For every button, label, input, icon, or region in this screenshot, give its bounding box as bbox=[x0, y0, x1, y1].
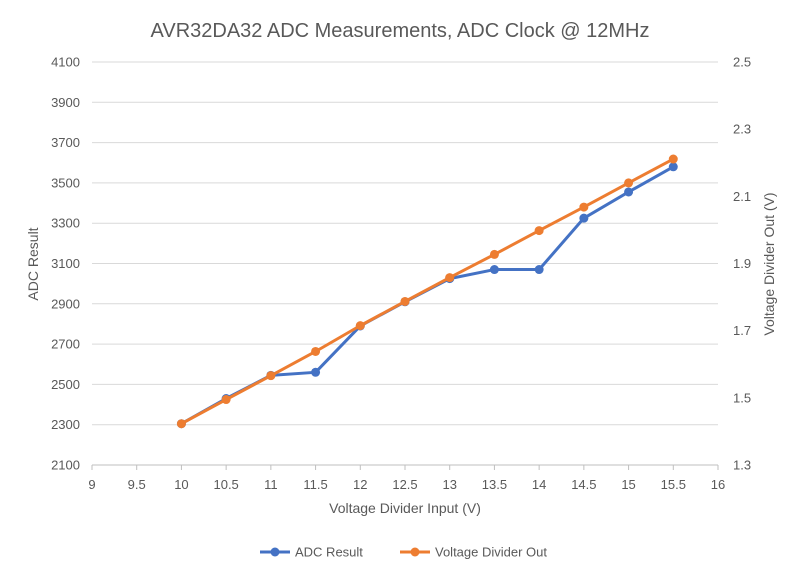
x-tick-label: 13.5 bbox=[482, 477, 507, 492]
y-tick-label: 2500 bbox=[51, 377, 80, 392]
y2-tick-label: 2.1 bbox=[733, 189, 751, 204]
data-point bbox=[534, 265, 544, 275]
x-tick-label: 10 bbox=[174, 477, 188, 492]
data-point bbox=[311, 346, 321, 356]
y2-tick-label: 1.9 bbox=[733, 256, 751, 271]
x-tick-label: 9 bbox=[88, 477, 95, 492]
legend-swatch-marker bbox=[270, 547, 280, 557]
y2-tick-label: 2.3 bbox=[733, 122, 751, 137]
y2-axis-label: Voltage Divider Out (V) bbox=[761, 192, 777, 335]
legend-label: ADC Result bbox=[295, 545, 363, 560]
legend-item: ADC Result bbox=[260, 545, 363, 560]
x-tick-label: 15.5 bbox=[661, 477, 686, 492]
data-point bbox=[579, 213, 589, 223]
data-point bbox=[221, 395, 231, 405]
series-adc-result bbox=[176, 162, 678, 429]
series-voltage-divider-out bbox=[176, 154, 678, 429]
data-point bbox=[445, 273, 455, 283]
data-point bbox=[534, 226, 544, 236]
y-tick-label: 2900 bbox=[51, 296, 80, 311]
y-tick-label: 2700 bbox=[51, 337, 80, 352]
data-point bbox=[668, 154, 678, 164]
gridlines bbox=[92, 61, 718, 426]
y-tick-label: 4100 bbox=[51, 55, 80, 70]
x-tick-label: 15 bbox=[621, 477, 635, 492]
x-tick-label: 13 bbox=[442, 477, 456, 492]
legend-item: Voltage Divider Out bbox=[400, 545, 547, 560]
data-point bbox=[176, 419, 186, 429]
x-tick-label: 14 bbox=[532, 477, 546, 492]
y2-tick-label: 2.5 bbox=[733, 55, 751, 70]
data-point bbox=[489, 249, 499, 259]
data-point bbox=[400, 296, 410, 306]
y-tick-label: 3500 bbox=[51, 175, 80, 190]
y-tick-label: 3300 bbox=[51, 216, 80, 231]
x-tick-label: 11 bbox=[264, 477, 278, 492]
legend-swatch-marker bbox=[410, 547, 420, 557]
data-point bbox=[624, 178, 634, 188]
data-point bbox=[311, 367, 321, 377]
y-tick-label: 2100 bbox=[51, 458, 80, 473]
data-point bbox=[489, 265, 499, 275]
x-tick-label: 16 bbox=[711, 477, 725, 492]
series-line bbox=[180, 157, 674, 426]
data-point bbox=[624, 187, 634, 197]
y-tick-label: 3900 bbox=[51, 95, 80, 110]
x-axis-label: Voltage Divider Input (V) bbox=[329, 500, 481, 516]
chart-title: AVR32DA32 ADC Measurements, ADC Clock @ … bbox=[151, 20, 650, 42]
y-axis-ticks: 2100 2300 2500 2700 2900 3100 3300 3500 3700 3900… bbox=[51, 55, 80, 473]
y2-axis-ticks: 1.3 1.5 1.7 1.9 2.1 2.3 2.5 bbox=[733, 55, 751, 473]
y-axis-label: ADC Result bbox=[25, 227, 41, 300]
x-axis-ticks: 9 9.5 10 10.5 11 11.5 12 12.5 13 13.5 14 14.5 15 15.5… bbox=[88, 465, 725, 492]
data-point bbox=[579, 202, 589, 212]
legend: ADC Result Voltage Divider Out bbox=[260, 545, 547, 560]
x-tick-label: 10.5 bbox=[213, 477, 238, 492]
y-tick-label: 3100 bbox=[51, 256, 80, 271]
y-tick-label: 3700 bbox=[51, 135, 80, 150]
y2-tick-label: 1.7 bbox=[733, 323, 751, 338]
y-tick-label: 2300 bbox=[51, 417, 80, 432]
x-tick-label: 11.5 bbox=[303, 477, 327, 492]
data-point bbox=[355, 321, 365, 331]
data-point bbox=[266, 371, 276, 381]
legend-label: Voltage Divider Out bbox=[435, 545, 547, 560]
x-tick-label: 9.5 bbox=[128, 477, 146, 492]
y2-tick-label: 1.3 bbox=[733, 458, 751, 473]
x-tick-label: 14.5 bbox=[571, 477, 596, 492]
x-tick-label: 12 bbox=[353, 477, 367, 492]
y2-tick-label: 1.5 bbox=[733, 390, 751, 405]
series-layer bbox=[176, 154, 678, 429]
x-tick-label: 12.5 bbox=[392, 477, 417, 492]
data-point bbox=[668, 162, 678, 172]
